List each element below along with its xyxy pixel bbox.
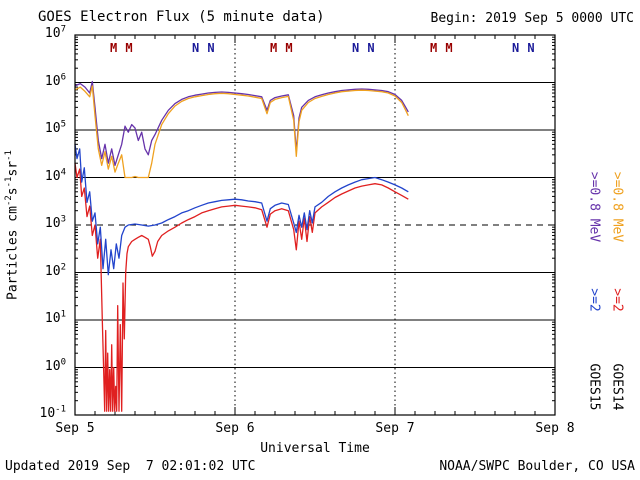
midnight-marker: M — [430, 41, 437, 55]
noon-marker: N — [352, 41, 359, 55]
begin-timestamp: Begin: 2019 Sep 5 0000 UTC — [430, 11, 635, 26]
source-attribution: NOAA/SWPC Boulder, CO USA — [439, 459, 635, 474]
y-axis-tick-labels: 107 106 105 104 103 102 101 100 10-1 — [0, 0, 70, 480]
y-tick-label: 101 — [44, 309, 66, 326]
series-goes14-2-mev — [74, 163, 409, 412]
noon-marker: N — [512, 41, 519, 55]
series-goes14-0-8-mev — [74, 85, 409, 179]
y-tick-label: 105 — [44, 119, 66, 136]
x-tick-label: Sep 8 — [535, 421, 575, 436]
series-goes15-2-mev — [74, 144, 409, 276]
legend-goes14-e2-label: >=2 — [609, 288, 625, 312]
y-tick-label: 100 — [44, 357, 66, 374]
midnight-marker: M — [285, 41, 292, 55]
series-goes15-0-8-mev — [74, 80, 409, 167]
legend-goes14-e08-label: >=0.8 MeV — [609, 171, 625, 243]
x-axis-title: Universal Time — [260, 441, 370, 456]
noon-marker: N — [207, 41, 214, 55]
y-tick-label: 10-1 — [39, 404, 67, 421]
plot-frame — [74, 34, 556, 416]
y-tick-label: 102 — [44, 262, 66, 279]
x-tick-label: Sep 6 — [215, 421, 255, 436]
midnight-marker: M — [445, 41, 452, 55]
x-axis-tick-labels: Sep 5 Sep 6 Sep 7 Sep 8 — [0, 421, 640, 439]
legend-goes15-name: GOES15 — [586, 363, 602, 411]
noon-marker: N — [527, 41, 534, 55]
legend-goes15-e08-label: >=0.8 MeV — [586, 171, 602, 243]
midnight-marker: M — [270, 41, 277, 55]
chart-title: GOES Electron Flux (5 minute data) — [38, 9, 325, 25]
y-tick-label: 106 — [44, 72, 66, 89]
noon-marker: N — [192, 41, 199, 55]
updated-timestamp: Updated 2019 Sep 7 02:01:02 UTC — [5, 459, 256, 474]
x-tick-label: Sep 5 — [55, 421, 95, 436]
noon-marker: N — [367, 41, 374, 55]
legend-goes14-name: GOES14 — [609, 363, 625, 411]
y-tick-label: 104 — [44, 167, 66, 184]
y-tick-label: 103 — [44, 214, 66, 231]
midnight-marker: M — [110, 41, 117, 55]
midnight-marker: M — [125, 41, 132, 55]
x-tick-label: Sep 7 — [375, 421, 415, 436]
y-tick-label: 107 — [44, 24, 66, 41]
legend-goes15-e2-label: >=2 — [586, 288, 602, 312]
